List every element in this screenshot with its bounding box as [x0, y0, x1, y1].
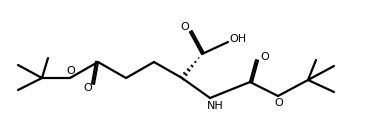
- Text: O: O: [275, 98, 283, 108]
- Text: O: O: [261, 52, 269, 62]
- Text: O: O: [84, 83, 92, 93]
- Text: O: O: [181, 22, 189, 32]
- Text: NH: NH: [207, 101, 223, 111]
- Text: O: O: [67, 66, 75, 76]
- Text: OH: OH: [229, 34, 246, 44]
